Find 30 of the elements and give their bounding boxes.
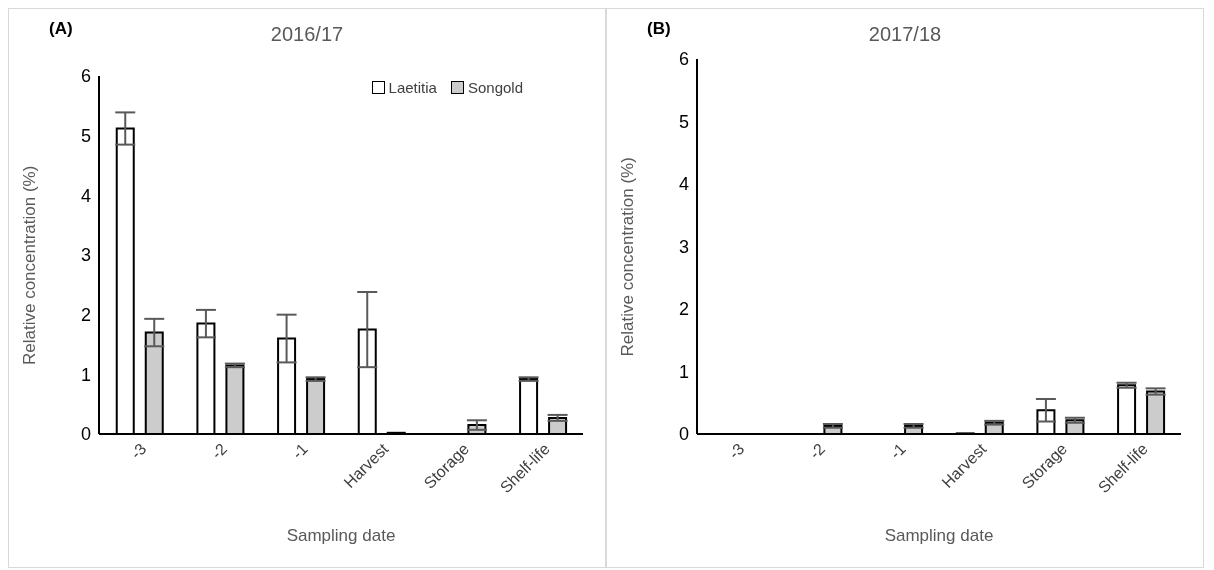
x-tick-label: -1	[886, 440, 909, 463]
x-axis-title: Sampling date	[286, 526, 396, 545]
y-tick-label: 2	[80, 305, 91, 326]
text: (B)	[647, 19, 671, 39]
chart-title: 2017/18	[868, 23, 942, 45]
y-tick-label: 3	[678, 236, 689, 257]
y-tick-label: 5	[80, 126, 91, 147]
y-tick-label: 2	[678, 299, 689, 320]
y-tick-label: 3	[80, 245, 91, 266]
y-tick-label: 0	[80, 424, 91, 445]
legend-label: Laetitia	[387, 79, 437, 96]
y-axis-title: Relative concentration (%)	[20, 165, 40, 365]
y-tick-label: 5	[678, 111, 689, 132]
chart-title: 2016/17	[270, 23, 344, 45]
x-tick-label: -3	[127, 440, 150, 463]
text: (A)	[49, 19, 73, 39]
legend-label: Songold	[466, 79, 523, 96]
x-tick-label: -3	[725, 440, 748, 463]
y-tick-label: 0	[678, 424, 689, 445]
y-tick-label: 6	[80, 66, 91, 87]
x-tick-label: -2	[806, 440, 829, 463]
y-tick-label: 1	[80, 364, 91, 385]
x-tick-label: -2	[208, 440, 231, 463]
y-axis-title: Relative concentration (%)	[618, 157, 638, 357]
x-axis-title: Sampling date	[884, 526, 994, 545]
x-tick-label: -1	[288, 440, 311, 463]
y-tick-label: 4	[80, 185, 91, 206]
y-tick-label: 1	[678, 361, 689, 382]
y-tick-label: 4	[678, 174, 689, 195]
y-tick-label: 6	[678, 49, 689, 70]
